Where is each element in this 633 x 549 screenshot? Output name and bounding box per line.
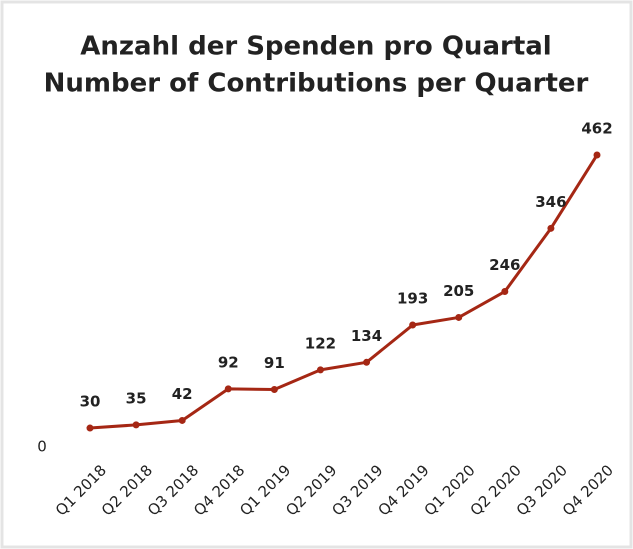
data-label: 193 bbox=[397, 290, 428, 308]
point bbox=[455, 313, 463, 321]
point bbox=[132, 421, 140, 429]
point bbox=[547, 224, 555, 232]
data-label: 92 bbox=[218, 353, 239, 371]
data-label: 122 bbox=[305, 334, 336, 352]
point bbox=[178, 416, 186, 424]
point bbox=[270, 385, 278, 393]
data-label: 30 bbox=[80, 393, 101, 411]
point bbox=[316, 366, 324, 374]
point bbox=[224, 385, 232, 393]
line bbox=[89, 154, 599, 430]
data-label: 246 bbox=[489, 256, 520, 274]
y-tick-label: 0 bbox=[37, 438, 47, 456]
point bbox=[363, 358, 371, 366]
data-label: 462 bbox=[581, 120, 612, 138]
data-label: 42 bbox=[172, 385, 193, 403]
data-label: 91 bbox=[264, 354, 285, 372]
chart-title: Number of Contributions per Quarter bbox=[44, 69, 589, 99]
point bbox=[409, 321, 417, 329]
point bbox=[501, 288, 509, 296]
point bbox=[593, 151, 601, 159]
data-label: 134 bbox=[351, 327, 382, 345]
data-label: 346 bbox=[535, 193, 566, 211]
data-label: 205 bbox=[443, 282, 474, 300]
data-label: 35 bbox=[126, 389, 147, 407]
chart-title: Anzahl der Spenden pro Quartal bbox=[80, 32, 551, 62]
point bbox=[86, 424, 94, 432]
